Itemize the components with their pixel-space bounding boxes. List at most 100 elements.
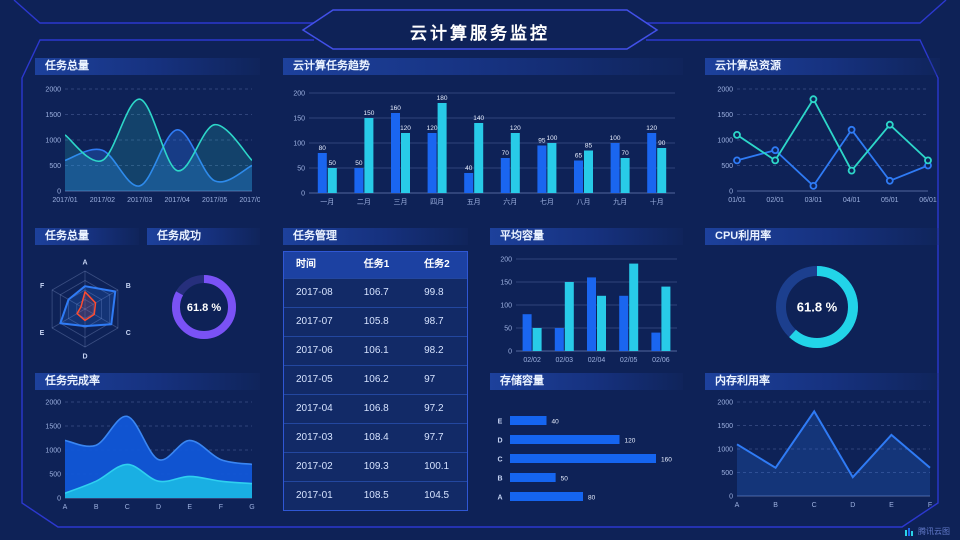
svg-text:50: 50 bbox=[561, 476, 569, 483]
svg-text:200: 200 bbox=[293, 91, 305, 98]
svg-text:70: 70 bbox=[621, 150, 629, 157]
donut-chart-task-success[interactable]: 61.8 % bbox=[147, 249, 260, 367]
svg-text:500: 500 bbox=[721, 470, 733, 477]
svg-text:160: 160 bbox=[390, 105, 401, 112]
table-body: 2017-08 106.7 99.8 2017-07 105.8 98.7 2017-06 1… bbox=[284, 278, 467, 510]
table-cell: 97.2 bbox=[424, 403, 444, 414]
line-chart-total-resource[interactable]: 0 500 1000 1500 2000 01/01 02/01 03/01 04/01 05/0… bbox=[705, 79, 940, 209]
svg-text:1500: 1500 bbox=[45, 112, 61, 119]
svg-text:D: D bbox=[156, 504, 161, 511]
panel-title: 存储容量 bbox=[490, 373, 683, 390]
svg-text:0: 0 bbox=[301, 191, 305, 198]
svg-text:E: E bbox=[187, 504, 192, 511]
table-row: 2017-06 106.1 98.2 bbox=[284, 336, 467, 365]
svg-text:02/04: 02/04 bbox=[588, 357, 606, 364]
table-cell: 98.7 bbox=[424, 316, 444, 327]
panel-task-trend: 云计算任务趋势 0 50 100 150 200 一月 二月 三月 四月 五月 六月 七月 八月 九月 十月… bbox=[283, 58, 683, 216]
svg-text:F: F bbox=[40, 283, 45, 290]
svg-text:02/01: 02/01 bbox=[766, 197, 784, 204]
table-cell: 108.5 bbox=[363, 490, 389, 501]
svg-text:100: 100 bbox=[546, 135, 557, 142]
table-cell: 106.7 bbox=[363, 287, 389, 298]
svg-text:九月: 九月 bbox=[613, 197, 627, 206]
svg-text:05/01: 05/01 bbox=[881, 197, 899, 204]
panel-completion: 任务完成率 0 500 1000 1500 2000 A B C D E F G bbox=[35, 373, 260, 515]
radar-chart-task-total[interactable]: A B C D E F bbox=[35, 249, 139, 367]
svg-text:0: 0 bbox=[57, 189, 61, 196]
svg-text:50: 50 bbox=[504, 326, 512, 333]
watermark-text: 腾讯云图 bbox=[918, 527, 950, 536]
svg-text:120: 120 bbox=[400, 125, 411, 132]
svg-text:140: 140 bbox=[473, 115, 484, 122]
svg-text:八月: 八月 bbox=[577, 198, 591, 206]
svg-text:0: 0 bbox=[57, 496, 61, 503]
svg-text:100: 100 bbox=[293, 141, 305, 148]
svg-text:七月: 七月 bbox=[540, 197, 554, 206]
table-row: 2017-04 106.8 97.2 bbox=[284, 394, 467, 423]
svg-text:50: 50 bbox=[297, 166, 305, 173]
svg-text:02/06: 02/06 bbox=[652, 357, 670, 364]
table-row: 2017-02 109.3 100.1 bbox=[284, 452, 467, 481]
svg-text:2017/02: 2017/02 bbox=[90, 197, 115, 204]
svg-text:C: C bbox=[126, 330, 131, 337]
donut-chart-cpu-usage[interactable]: 61.8 % bbox=[705, 249, 940, 367]
svg-text:F: F bbox=[219, 504, 223, 511]
svg-text:F: F bbox=[928, 502, 932, 509]
svg-text:B: B bbox=[773, 502, 778, 509]
area-chart-completion[interactable]: 0 500 1000 1500 2000 A B C D E F G bbox=[35, 394, 260, 514]
bar-chart-task-trend[interactable]: 0 50 100 150 200 一月 二月 三月 四月 五月 六月 七月 八月 九月 十月 80 50 160 1… bbox=[283, 79, 683, 209]
svg-text:120: 120 bbox=[625, 438, 636, 445]
svg-text:2000: 2000 bbox=[45, 87, 61, 94]
svg-text:65: 65 bbox=[575, 153, 583, 160]
panel-task-table: 任务管理 时间 任务1 任务2 2017-08 106.7 99.8 2017-07 1… bbox=[283, 228, 468, 515]
svg-text:2000: 2000 bbox=[717, 400, 733, 407]
svg-text:200: 200 bbox=[500, 257, 512, 264]
svg-text:1500: 1500 bbox=[717, 112, 733, 119]
panel-title: 任务完成率 bbox=[35, 373, 260, 390]
svg-text:95: 95 bbox=[538, 138, 546, 145]
svg-text:D: D bbox=[850, 502, 855, 509]
svg-text:85: 85 bbox=[585, 143, 593, 150]
col-header-task2: 任务2 bbox=[424, 259, 450, 270]
table-cell: 97 bbox=[424, 374, 436, 385]
col-header-time: 时间 bbox=[296, 259, 316, 270]
svg-text:C: C bbox=[497, 457, 502, 464]
svg-text:61.8 %: 61.8 % bbox=[797, 300, 838, 315]
svg-text:2017/04: 2017/04 bbox=[165, 197, 190, 204]
panel-avg-capacity: 平均容量 0 50 100 150 200 02/02 02/03 02/04 02/05 02/… bbox=[490, 228, 683, 368]
bar-chart-avg-capacity[interactable]: 0 50 100 150 200 02/02 02/03 02/04 02/05 02/06 bbox=[490, 249, 683, 367]
svg-text:150: 150 bbox=[293, 116, 305, 123]
table-cell: 97.7 bbox=[424, 432, 444, 443]
table-cell: 109.3 bbox=[363, 461, 389, 472]
panel-title: 任务成功 bbox=[147, 228, 260, 245]
svg-text:A: A bbox=[63, 504, 68, 511]
svg-text:160: 160 bbox=[661, 457, 672, 464]
svg-text:100: 100 bbox=[500, 303, 512, 310]
svg-text:03/01: 03/01 bbox=[805, 197, 823, 204]
svg-text:B: B bbox=[497, 476, 502, 483]
svg-text:C: C bbox=[812, 502, 817, 509]
table-cell: 2017-04 bbox=[296, 403, 333, 414]
svg-text:E: E bbox=[40, 330, 45, 337]
svg-text:C: C bbox=[125, 504, 130, 511]
watermark-logo-icon bbox=[905, 527, 913, 536]
svg-text:500: 500 bbox=[49, 472, 61, 479]
panel-title: 任务管理 bbox=[283, 228, 468, 245]
svg-text:80: 80 bbox=[319, 145, 327, 152]
table-cell: 105.8 bbox=[363, 316, 389, 327]
hbar-chart-storage[interactable]: E 40 D 120 C 160 B 50 A 80 bbox=[490, 394, 683, 514]
svg-text:40: 40 bbox=[552, 419, 560, 426]
panel-title: 任务总量 bbox=[35, 228, 139, 245]
table-row: 2017-03 108.4 97.7 bbox=[284, 423, 467, 452]
table-header-row: 时间 任务1 任务2 bbox=[284, 252, 467, 278]
table-cell: 2017-08 bbox=[296, 287, 333, 298]
svg-text:D: D bbox=[497, 438, 502, 445]
svg-text:A: A bbox=[735, 502, 740, 509]
area-chart-task-total[interactable]: 0 500 1000 1500 2000 2017/01 2017/02 2017/03 201… bbox=[35, 79, 260, 209]
panel-task-success: 任务成功 61.8 % bbox=[147, 228, 260, 368]
svg-text:四月: 四月 bbox=[430, 198, 444, 206]
panel-title: 任务总量 bbox=[35, 58, 260, 75]
svg-text:0: 0 bbox=[729, 189, 733, 196]
line-chart-memory[interactable]: 0 500 1000 1500 2000 A B C D E F bbox=[705, 394, 940, 514]
